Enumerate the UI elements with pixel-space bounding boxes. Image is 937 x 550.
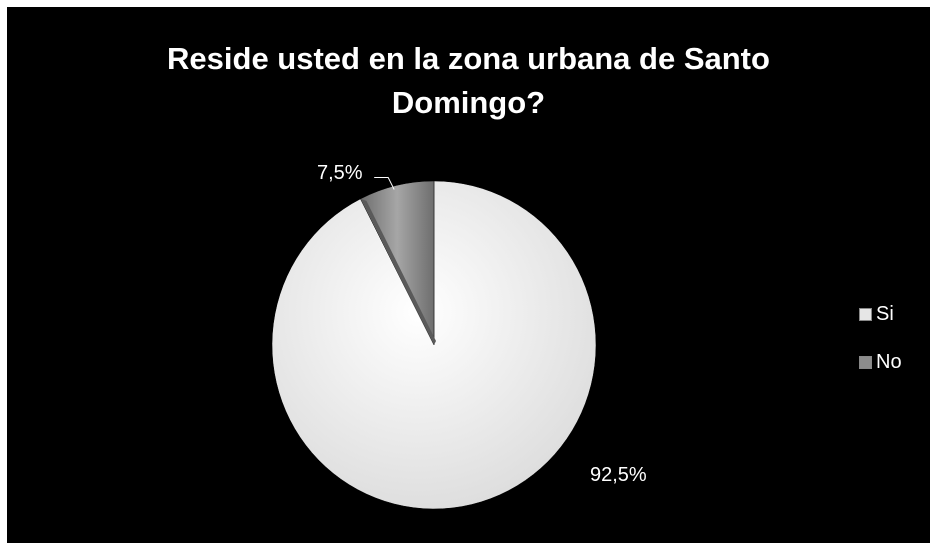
leader-line-no — [374, 177, 395, 190]
data-label-no: 7,5% — [317, 162, 363, 184]
chart-title: Reside usted en la zona urbana de Santo … — [7, 37, 930, 125]
legend-label-no: No — [876, 350, 902, 373]
legend-item-si: Si — [859, 302, 902, 326]
legend-label-si: Si — [876, 302, 894, 325]
legend-item-no: No — [859, 350, 902, 374]
chart-area: Reside usted en la zona urbana de Santo … — [7, 7, 930, 543]
legend: Si No — [859, 302, 902, 398]
pie-chart: 92,5% 7,5% — [271, 162, 647, 510]
chart-title-line-1: Reside usted en la zona urbana de Santo — [167, 41, 770, 76]
legend-swatch-no — [859, 355, 872, 369]
legend-swatch-si — [859, 307, 872, 321]
data-label-si: 92,5% — [590, 464, 647, 486]
pie-slice-no-edge — [360, 198, 436, 345]
chart-title-line-2: Domingo? — [391, 85, 546, 120]
